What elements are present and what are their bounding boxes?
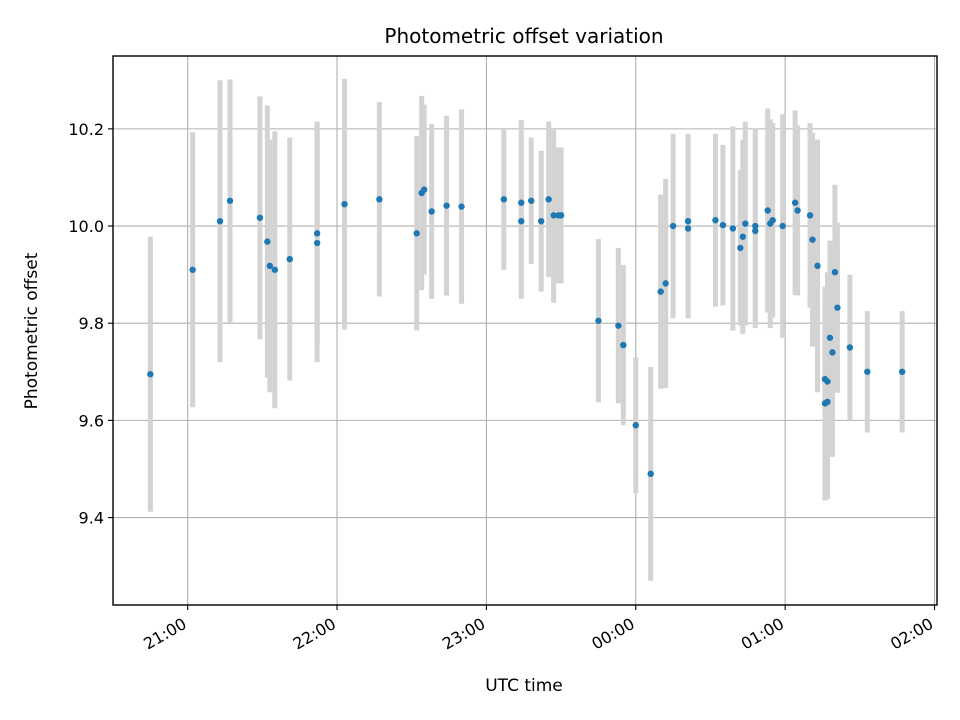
data-point xyxy=(846,344,854,351)
data-point xyxy=(719,221,727,229)
data-point xyxy=(806,212,814,219)
y-tick-label: 10.0 xyxy=(68,217,104,236)
data-point xyxy=(147,371,154,378)
data-point xyxy=(737,244,744,252)
data-point xyxy=(669,222,677,230)
data-point xyxy=(271,266,279,273)
y-tick-label: 10.2 xyxy=(68,120,104,139)
chart-title: Photometric offset variation xyxy=(384,24,663,48)
data-point xyxy=(557,212,565,219)
data-point xyxy=(831,268,839,276)
data-point xyxy=(620,341,627,349)
data-point xyxy=(216,217,224,225)
data-point xyxy=(537,217,545,225)
data-point xyxy=(545,196,552,203)
y-tick-label: 9.4 xyxy=(79,509,104,528)
data-point xyxy=(684,225,692,232)
plot-frame xyxy=(112,55,938,606)
y-tick-label: 9.6 xyxy=(79,411,104,430)
data-point xyxy=(615,322,622,329)
data-point xyxy=(824,398,831,406)
data-point xyxy=(189,266,196,273)
data-point xyxy=(729,225,737,232)
data-point xyxy=(264,238,271,245)
data-point xyxy=(826,334,834,341)
data-point xyxy=(752,227,759,235)
data-point xyxy=(226,197,234,204)
data-point xyxy=(898,368,906,375)
data-point xyxy=(528,197,535,204)
y-axis-label: Photometric offset xyxy=(22,252,42,409)
data-point xyxy=(712,217,719,224)
data-point xyxy=(662,280,669,287)
data-point xyxy=(764,207,771,214)
data-point xyxy=(256,214,264,221)
data-point xyxy=(313,239,321,247)
data-point xyxy=(657,288,664,295)
x-axis-label: UTC time xyxy=(485,676,563,696)
data-point xyxy=(684,217,692,225)
data-point xyxy=(647,470,654,478)
y-axis-ticks: 9.4 9.6 9.8 10.0 10.2 xyxy=(68,120,113,528)
data-point xyxy=(420,186,428,193)
data-point xyxy=(829,349,836,356)
data-point xyxy=(809,236,816,243)
data-point xyxy=(518,217,525,225)
data-point xyxy=(443,202,450,209)
data-point xyxy=(814,262,821,270)
data-point xyxy=(413,230,420,237)
data-point xyxy=(779,222,786,230)
data-point xyxy=(595,317,602,324)
data-points xyxy=(147,186,906,478)
data-point xyxy=(824,378,831,385)
data-point xyxy=(266,262,274,270)
data-point xyxy=(313,230,321,237)
data-point xyxy=(752,222,759,230)
data-point xyxy=(286,255,293,263)
data-point xyxy=(632,422,639,429)
data-point xyxy=(458,203,465,210)
data-point xyxy=(834,304,841,311)
data-point xyxy=(739,233,747,240)
data-point xyxy=(864,368,871,375)
y-tick-label: 9.8 xyxy=(79,314,104,333)
data-point xyxy=(341,200,348,208)
data-point xyxy=(791,199,799,206)
data-point xyxy=(794,207,801,214)
data-point xyxy=(428,208,435,215)
data-point xyxy=(376,196,383,203)
data-point xyxy=(518,199,525,206)
data-point xyxy=(742,220,749,227)
data-point xyxy=(550,212,557,219)
data-point xyxy=(769,217,776,224)
data-point xyxy=(500,196,508,203)
